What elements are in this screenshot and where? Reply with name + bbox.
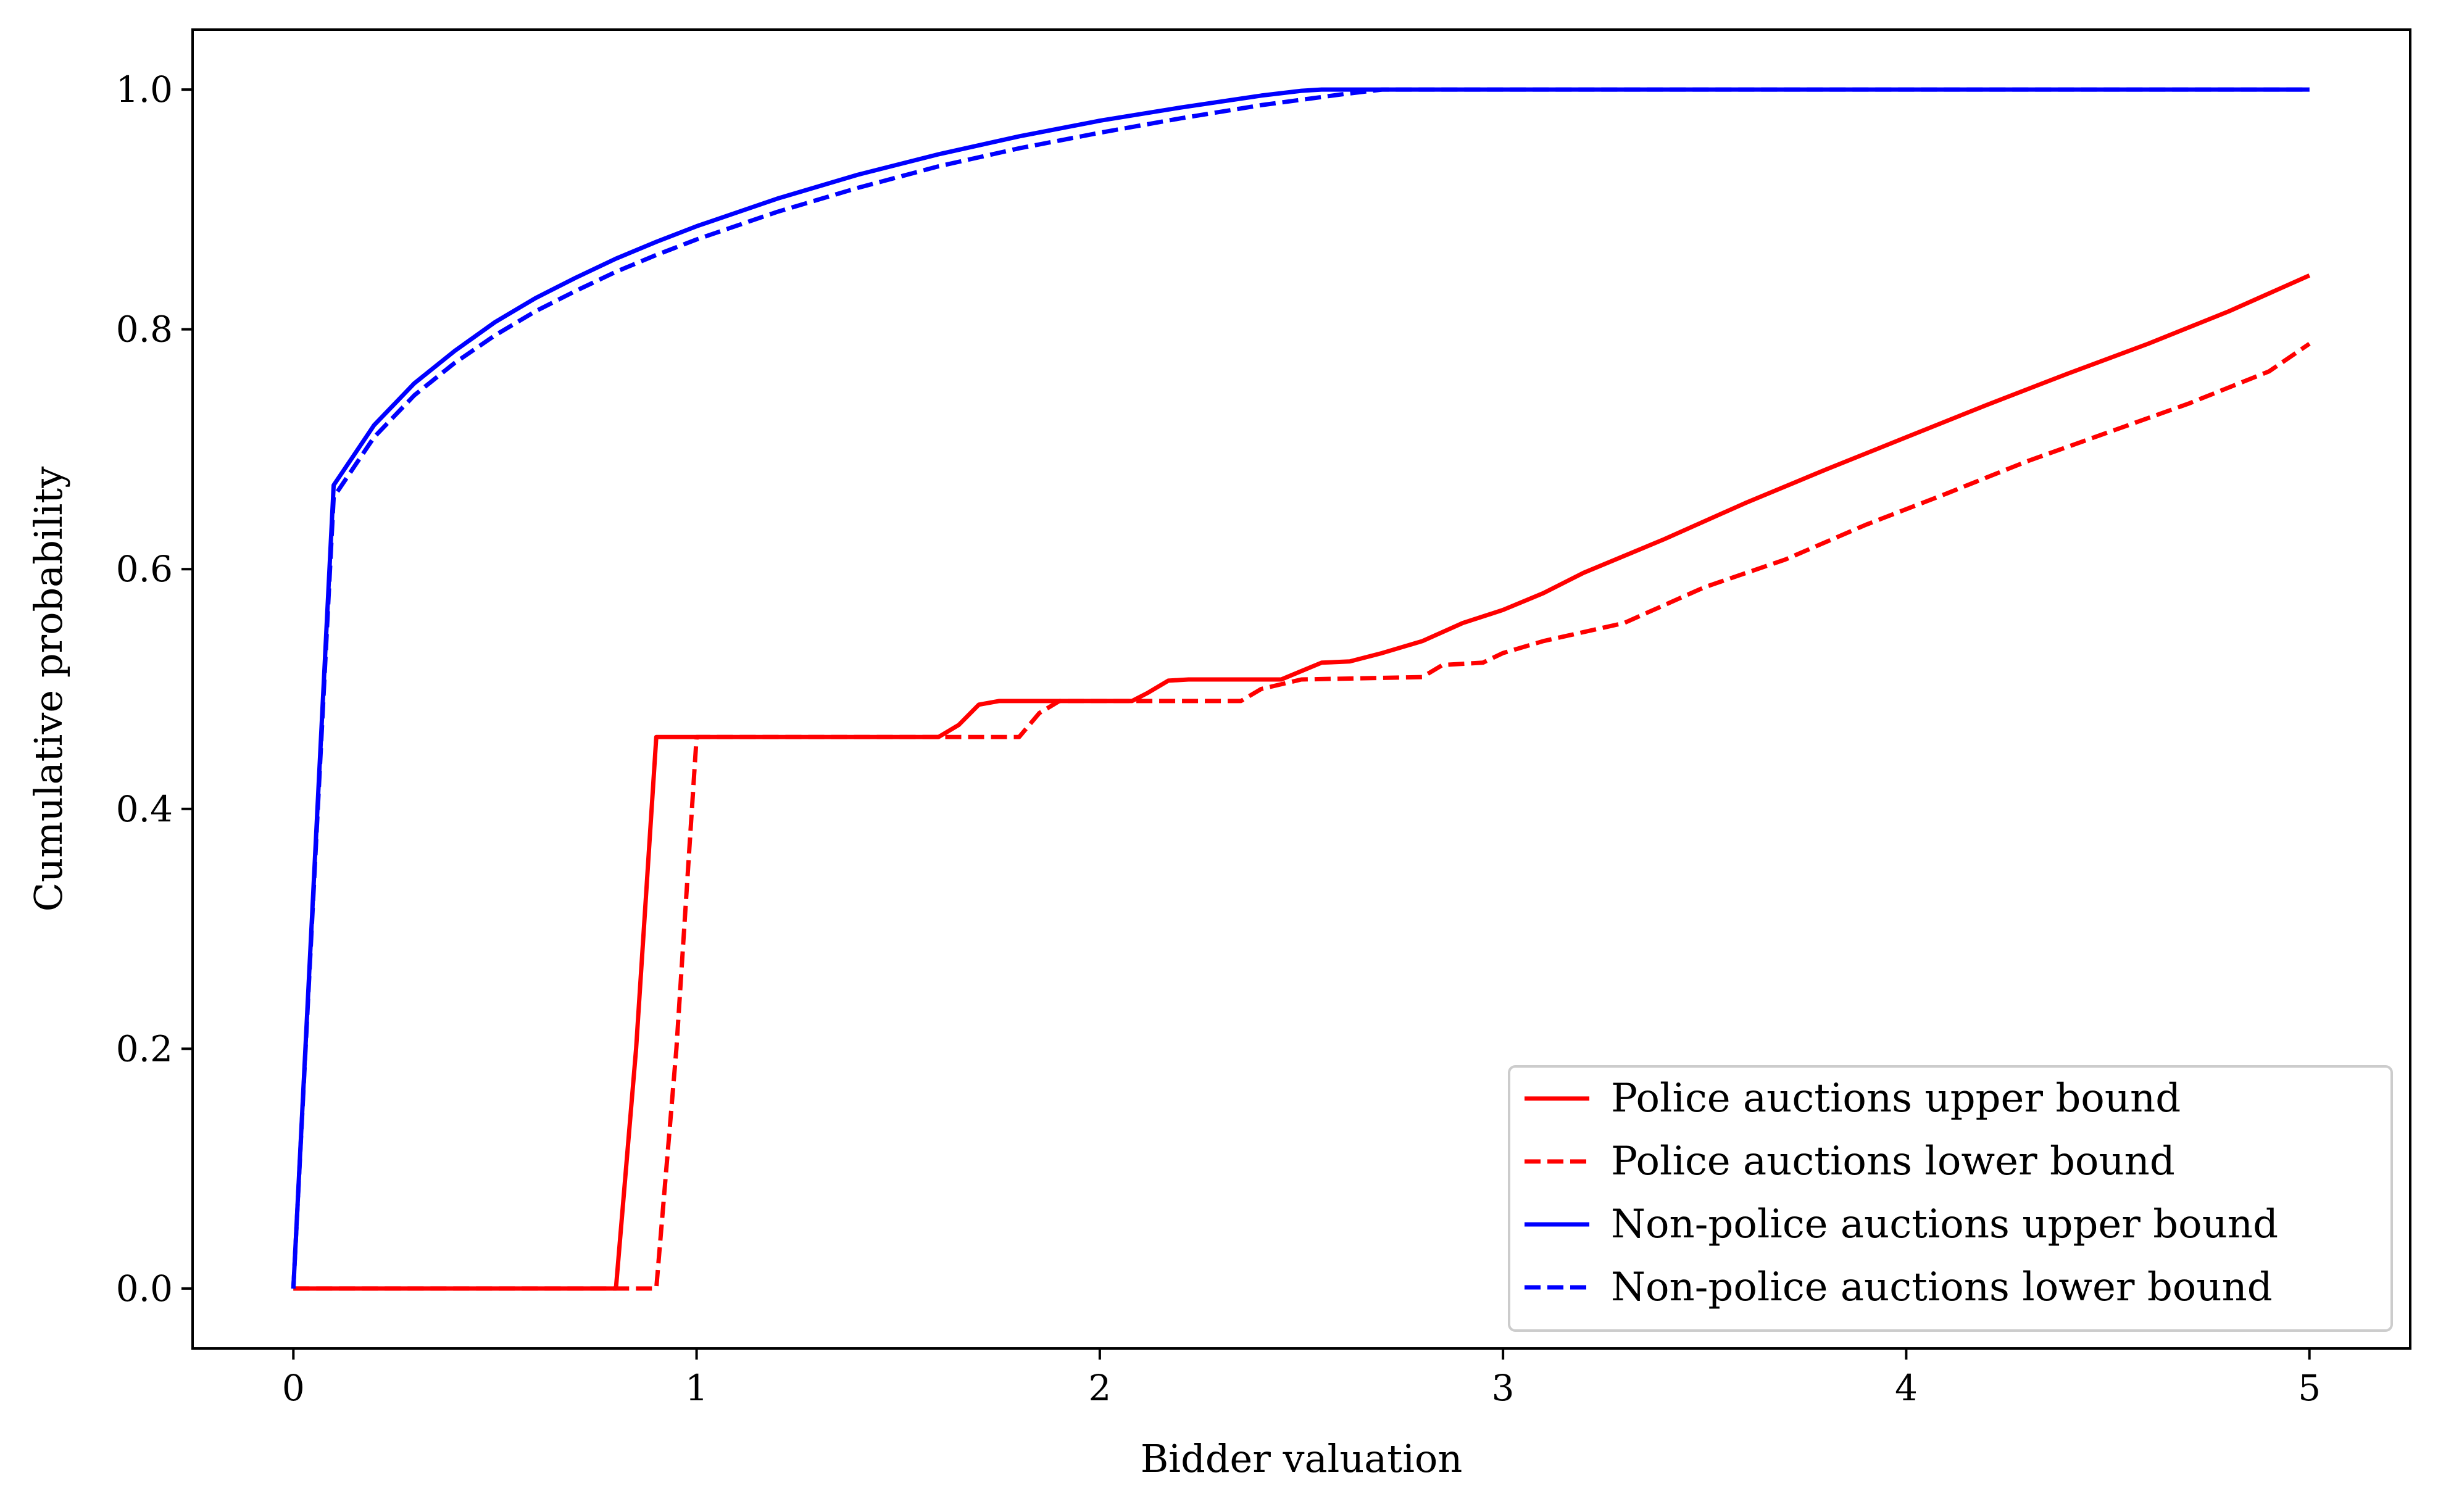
legend-label: Non-police auctions lower bound [1611,1265,2273,1310]
y-axis: 0.0 0.2 0.4 0.6 0.8 1.0 [116,69,193,1310]
y-tick-label: 1.0 [116,69,173,110]
y-tick-label: 0.8 [116,309,173,351]
x-axis: 0 1 2 3 4 5 [282,1348,2321,1409]
x-tick-label: 1 [685,1367,708,1409]
legend-box [1508,1065,2393,1332]
series-line-4 [291,87,2310,1289]
y-axis-label: Cumulative probability [26,467,71,912]
legend: Police auctions upper bound Police auctio… [1508,1065,2393,1332]
y-tick-label: 0.4 [116,788,173,830]
x-tick-label: 3 [1492,1367,1515,1409]
x-tick-label: 4 [1895,1367,1918,1409]
x-tick-label: 0 [282,1367,305,1409]
series-line-1 [293,273,2311,1291]
y-tick-label: 0.2 [116,1028,173,1070]
x-axis-label: Bidder valuation [1141,1436,1463,1481]
plot-frame [191,28,2411,1350]
y-tick-label: 0.0 [116,1268,173,1310]
legend-label: Non-police auctions upper bound [1611,1202,2278,1247]
y-tick-label: 0.6 [116,548,173,590]
series-line-3 [291,87,2310,1289]
x-tick-label: 5 [2298,1367,2321,1409]
legend-label: Police auctions upper bound [1611,1076,2181,1121]
series-line-2 [293,342,2311,1291]
legend-label: Police auctions lower bound [1611,1139,2175,1184]
x-tick-label: 2 [1088,1367,1111,1409]
series-layer [291,87,2311,1291]
